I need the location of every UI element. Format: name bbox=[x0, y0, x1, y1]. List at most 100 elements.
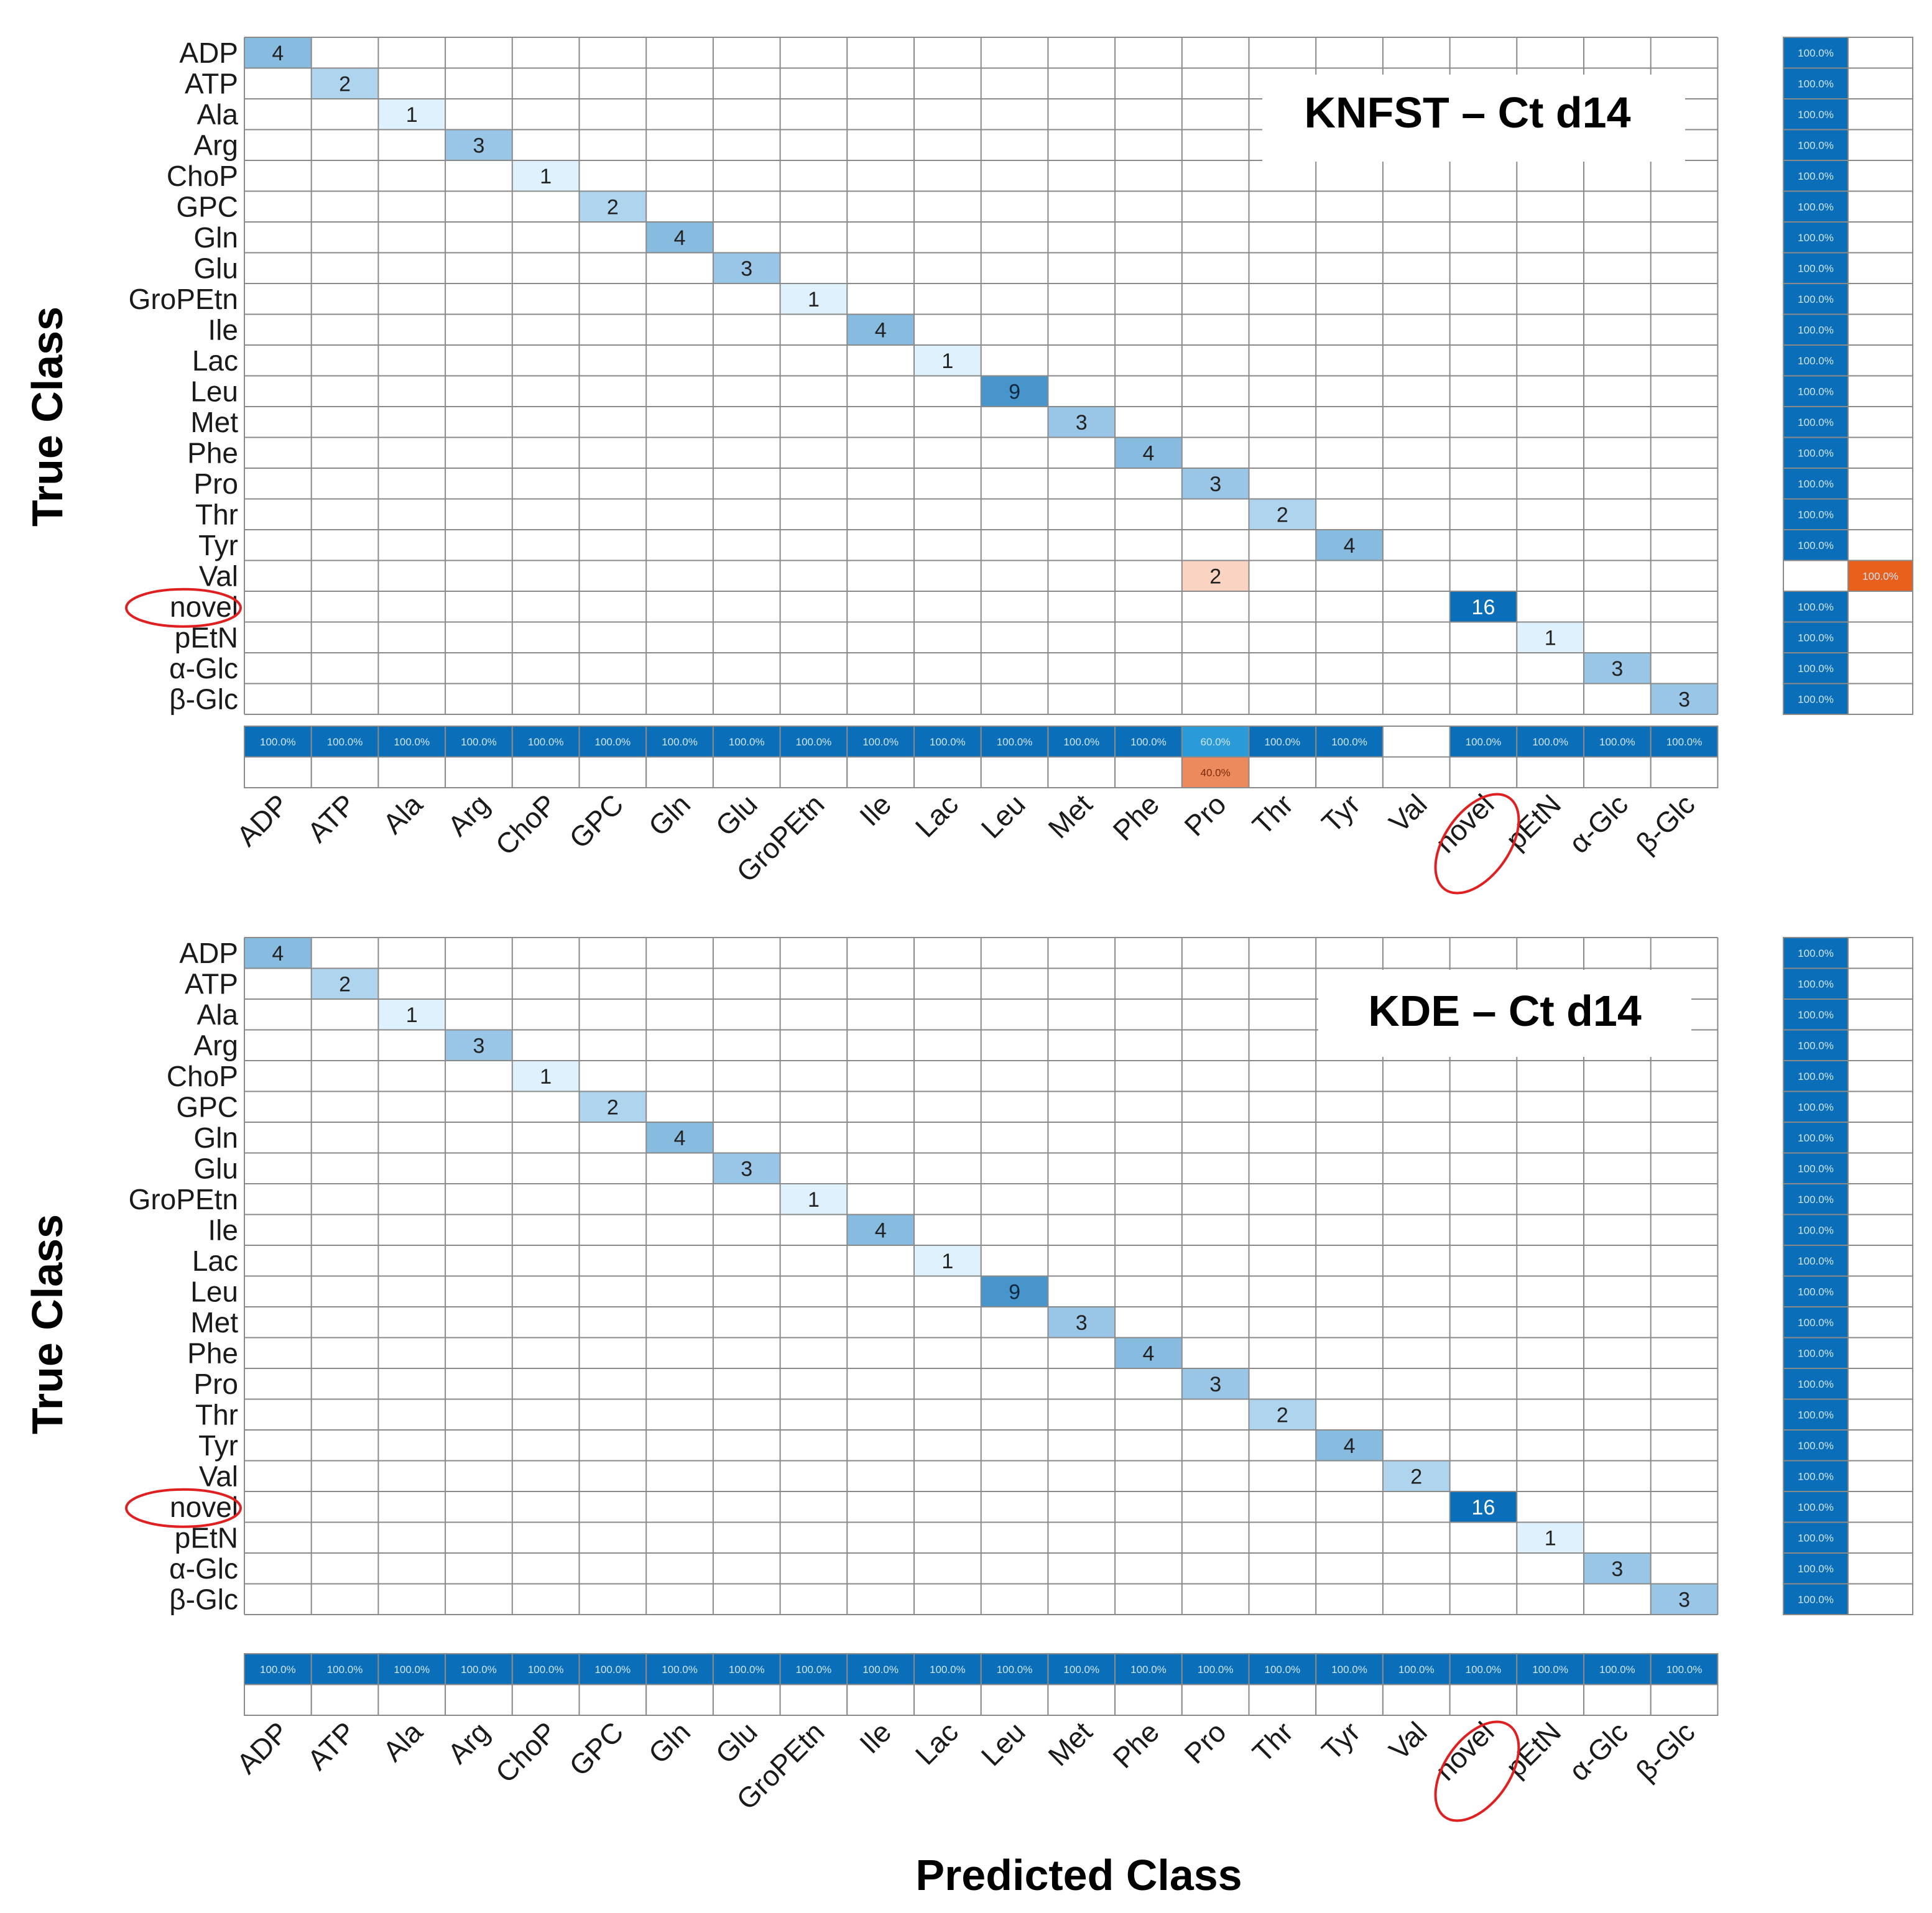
column-summary-cell bbox=[244, 726, 312, 758]
cell-value: 16 bbox=[1472, 596, 1495, 619]
row-label: Thr bbox=[195, 1398, 238, 1431]
matrix-cell bbox=[713, 1153, 780, 1184]
column-label: ATP bbox=[301, 788, 362, 849]
column-summary-cell bbox=[779, 726, 848, 758]
row-summary-cell bbox=[1783, 1060, 1849, 1092]
row-label: Ala bbox=[197, 98, 239, 131]
column-summary-value: 100.0% bbox=[528, 1664, 564, 1676]
column-summary-value: 100.0% bbox=[1599, 1664, 1635, 1676]
row-summary-cell bbox=[1847, 1275, 1913, 1307]
row-summary-cell bbox=[1783, 252, 1849, 284]
cell-value: 4 bbox=[1142, 1342, 1154, 1365]
row-summary-cell bbox=[1847, 652, 1913, 685]
column-label: Ile bbox=[853, 788, 897, 832]
column-summary-cell bbox=[1650, 1684, 1719, 1716]
y-axis-title-knfst: True Class bbox=[23, 307, 72, 527]
row-summary-cell bbox=[1847, 1245, 1913, 1277]
row-summary-cell bbox=[1783, 967, 1849, 1000]
row-label: Leu bbox=[190, 1275, 238, 1307]
cell-value: 4 bbox=[1344, 1434, 1356, 1458]
matrix-cell bbox=[914, 345, 981, 376]
column-summary-cell bbox=[445, 756, 513, 788]
novel-column-circle bbox=[1434, 1720, 1520, 1822]
row-summary-cell bbox=[1847, 1429, 1913, 1462]
column-label: GPC bbox=[563, 788, 629, 854]
row-summary-value: 100.0% bbox=[1798, 1224, 1834, 1236]
column-summary-cell bbox=[1248, 756, 1317, 788]
row-summary-value: 100.0% bbox=[1798, 1317, 1834, 1329]
row-summary-cell bbox=[1847, 591, 1913, 623]
matrix-cell bbox=[244, 938, 312, 969]
row-summary-value: 100.0% bbox=[1798, 385, 1834, 397]
cell-value: 9 bbox=[1009, 380, 1020, 403]
column-summary-value: 100.0% bbox=[1466, 736, 1502, 748]
row-summary-cell bbox=[1783, 1583, 1849, 1615]
row-label: Thr bbox=[195, 498, 238, 530]
row-summary-cell bbox=[1847, 937, 1913, 969]
column-summary-cell bbox=[645, 756, 714, 788]
row-summary-cell bbox=[1783, 621, 1849, 653]
column-summary-value: 100.0% bbox=[997, 1664, 1033, 1676]
row-summary-cell bbox=[1783, 1029, 1849, 1061]
row-summary-value: 100.0% bbox=[1798, 78, 1834, 90]
cell-value: 2 bbox=[607, 1095, 619, 1119]
column-summary-cell bbox=[1449, 726, 1518, 758]
row-summary-cell bbox=[1783, 160, 1849, 192]
cell-value: 3 bbox=[1678, 688, 1690, 711]
matrix-cell bbox=[1449, 1491, 1517, 1523]
matrix-cell bbox=[981, 376, 1048, 407]
row-summary-cell bbox=[1783, 406, 1849, 438]
row-label: GPC bbox=[176, 1090, 238, 1123]
column-label: α-Glc bbox=[1563, 788, 1634, 859]
column-summary-cell bbox=[578, 1653, 647, 1685]
row-summary-cell bbox=[1847, 1368, 1913, 1400]
matrix-cell bbox=[1449, 591, 1517, 622]
row-label: Leu bbox=[190, 375, 238, 407]
row-label: Met bbox=[190, 1306, 238, 1339]
column-summary-cell bbox=[511, 1684, 580, 1716]
row-summary-cell bbox=[1783, 1214, 1849, 1246]
cell-value: 3 bbox=[1611, 1557, 1623, 1581]
cell-value: 1 bbox=[540, 165, 552, 188]
row-label: ATP bbox=[185, 67, 238, 99]
cell-value: 1 bbox=[941, 1250, 953, 1273]
row-summary-value: 100.0% bbox=[1798, 324, 1834, 336]
matrix-cell bbox=[1650, 1583, 1718, 1615]
column-summary-value: 100.0% bbox=[1265, 1664, 1301, 1676]
matrix-cell bbox=[646, 222, 713, 253]
column-label: β-Glc bbox=[1630, 1715, 1701, 1787]
cell-value: 1 bbox=[808, 288, 820, 311]
row-summary-cell bbox=[1847, 160, 1913, 192]
matrix-cell bbox=[1181, 468, 1249, 499]
cell-value: 4 bbox=[272, 942, 284, 966]
matrix-cell bbox=[579, 191, 647, 222]
column-summary-cell bbox=[913, 1653, 982, 1685]
cell-value: 4 bbox=[1142, 441, 1154, 465]
column-label: Phe bbox=[1106, 1715, 1165, 1774]
column-summary-value: 100.0% bbox=[1532, 736, 1568, 748]
column-summary-cell bbox=[1248, 726, 1317, 758]
row-summary-value: 100.0% bbox=[1798, 1532, 1834, 1544]
column-label: ATP bbox=[301, 1715, 362, 1776]
matrix-cell bbox=[512, 160, 580, 191]
column-summary-value: 100.0% bbox=[260, 1664, 296, 1676]
column-summary-cell bbox=[1114, 1684, 1183, 1716]
cell-value: 1 bbox=[406, 103, 418, 127]
row-label: ADP bbox=[179, 937, 238, 969]
row-summary-value: 100.0% bbox=[1798, 170, 1834, 182]
row-label: Gln bbox=[193, 221, 238, 254]
column-summary-value: 100.0% bbox=[662, 736, 698, 748]
row-label: GroPEtn bbox=[129, 283, 238, 315]
column-summary-cell bbox=[1047, 1684, 1116, 1716]
cell-value: 4 bbox=[875, 318, 887, 342]
matrix-cell bbox=[1584, 1553, 1651, 1584]
row-summary-value: 100.0% bbox=[1798, 1470, 1834, 1482]
row-summary-value: 100.0% bbox=[1798, 1163, 1834, 1174]
column-summary-cell bbox=[1315, 726, 1384, 758]
column-summary-value: 100.0% bbox=[595, 736, 631, 748]
column-label: Met bbox=[1042, 788, 1098, 844]
row-label: Arg bbox=[193, 1029, 238, 1061]
cell-value: 16 bbox=[1472, 1496, 1495, 1519]
row-summary-cell bbox=[1847, 560, 1913, 592]
novel-row-circle bbox=[125, 588, 242, 628]
